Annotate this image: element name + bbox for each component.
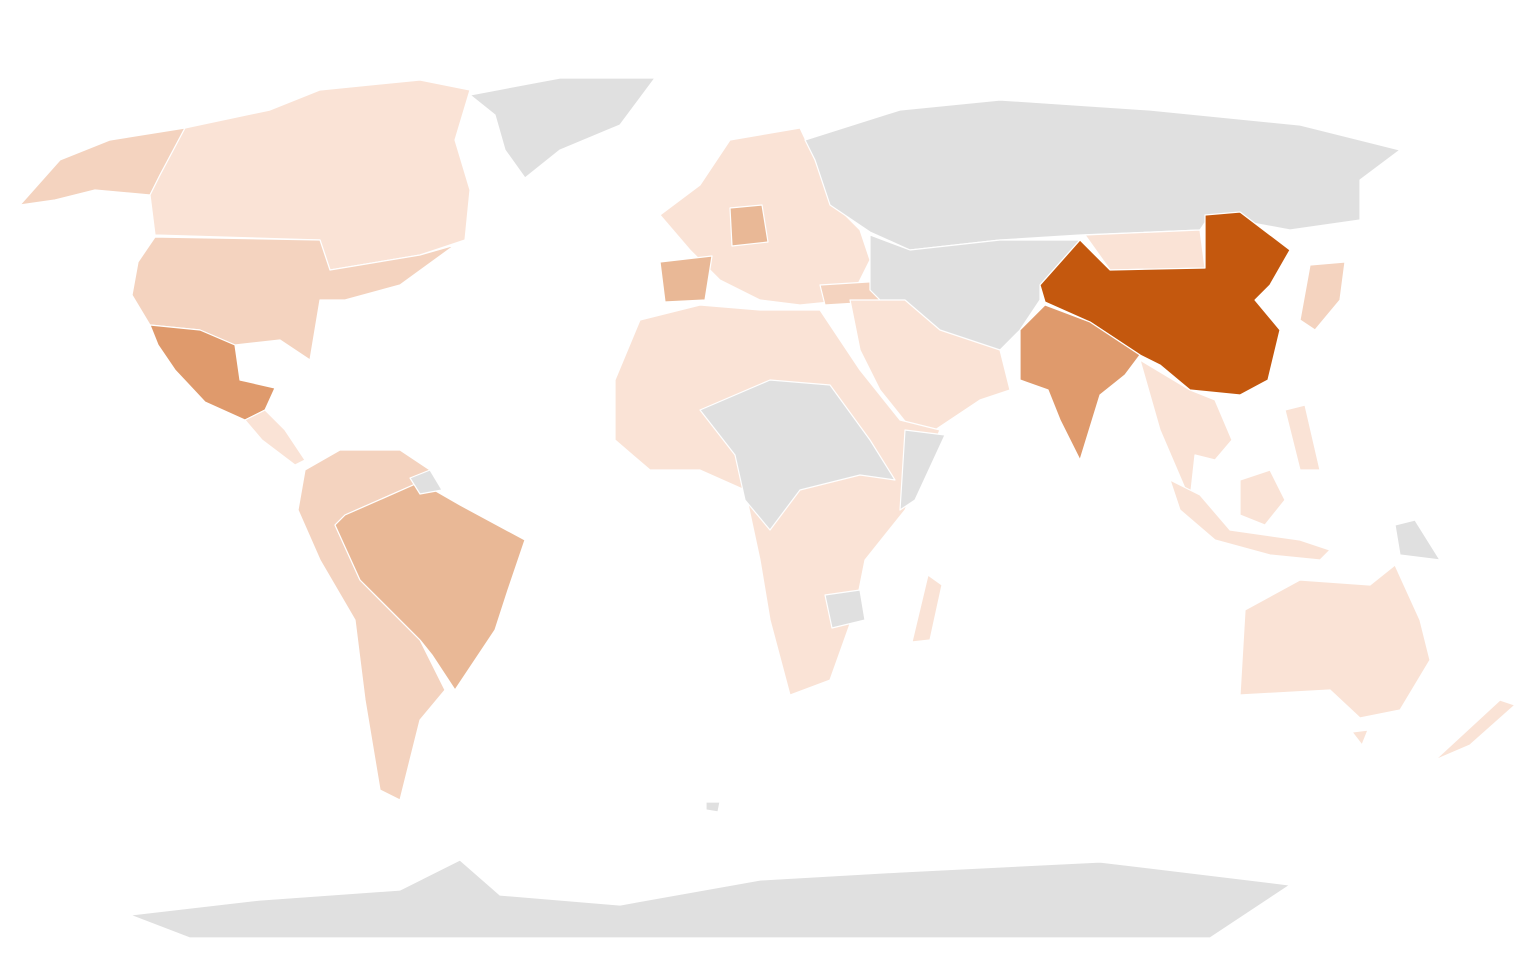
region-madagascar — [911, 574, 943, 643]
region-tasmania — [1351, 729, 1369, 746]
region-australia — [1239, 564, 1431, 719]
region-somalia — [899, 429, 946, 511]
region-zimbabwe — [824, 589, 866, 629]
region-canada — [149, 79, 471, 271]
region-south-america-west — [297, 449, 446, 801]
region-new-zealand — [1434, 699, 1516, 761]
region-russia — [804, 99, 1401, 251]
region-germany — [729, 204, 769, 247]
region-central-america — [244, 409, 306, 466]
region-small-island — [705, 801, 721, 813]
region-guianas — [409, 469, 443, 495]
region-central-africa — [699, 379, 896, 531]
region-greenland — [469, 77, 656, 179]
region-spain — [659, 255, 713, 303]
region-antarctica — [129, 859, 1291, 939]
region-europe — [659, 127, 871, 306]
region-usa — [131, 236, 456, 361]
region-papua-new-guinea — [1394, 519, 1441, 561]
region-brazil — [334, 481, 526, 691]
region-japan — [1299, 261, 1346, 331]
region-indonesia — [1169, 479, 1331, 561]
region-india — [1019, 304, 1141, 461]
region-southeast-asia — [1139, 359, 1233, 501]
region-borneo — [1239, 469, 1286, 526]
region-philippines — [1284, 404, 1321, 471]
region-middle-east — [849, 299, 1011, 441]
